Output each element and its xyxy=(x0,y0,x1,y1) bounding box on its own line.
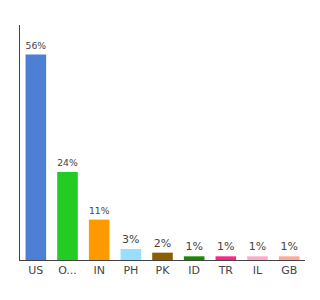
svg-text:O...: O... xyxy=(58,264,77,277)
svg-text:1%: 1% xyxy=(249,240,266,253)
svg-text:IL: IL xyxy=(253,264,263,277)
svg-text:2%: 2% xyxy=(154,237,171,250)
svg-text:US: US xyxy=(28,264,43,277)
svg-text:PH: PH xyxy=(123,264,138,277)
svg-text:IN: IN xyxy=(93,264,104,277)
svg-text:TR: TR xyxy=(218,264,234,277)
svg-text:11%: 11% xyxy=(89,205,110,216)
svg-text:PK: PK xyxy=(156,264,171,277)
svg-text:1%: 1% xyxy=(217,240,234,253)
svg-text:56%: 56% xyxy=(26,40,47,51)
svg-text:1%: 1% xyxy=(280,240,297,253)
svg-text:3%: 3% xyxy=(122,233,139,246)
svg-text:24%: 24% xyxy=(57,157,78,168)
svg-text:1%: 1% xyxy=(185,240,202,253)
svg-text:ID: ID xyxy=(188,264,200,277)
svg-text:GB: GB xyxy=(281,264,297,277)
